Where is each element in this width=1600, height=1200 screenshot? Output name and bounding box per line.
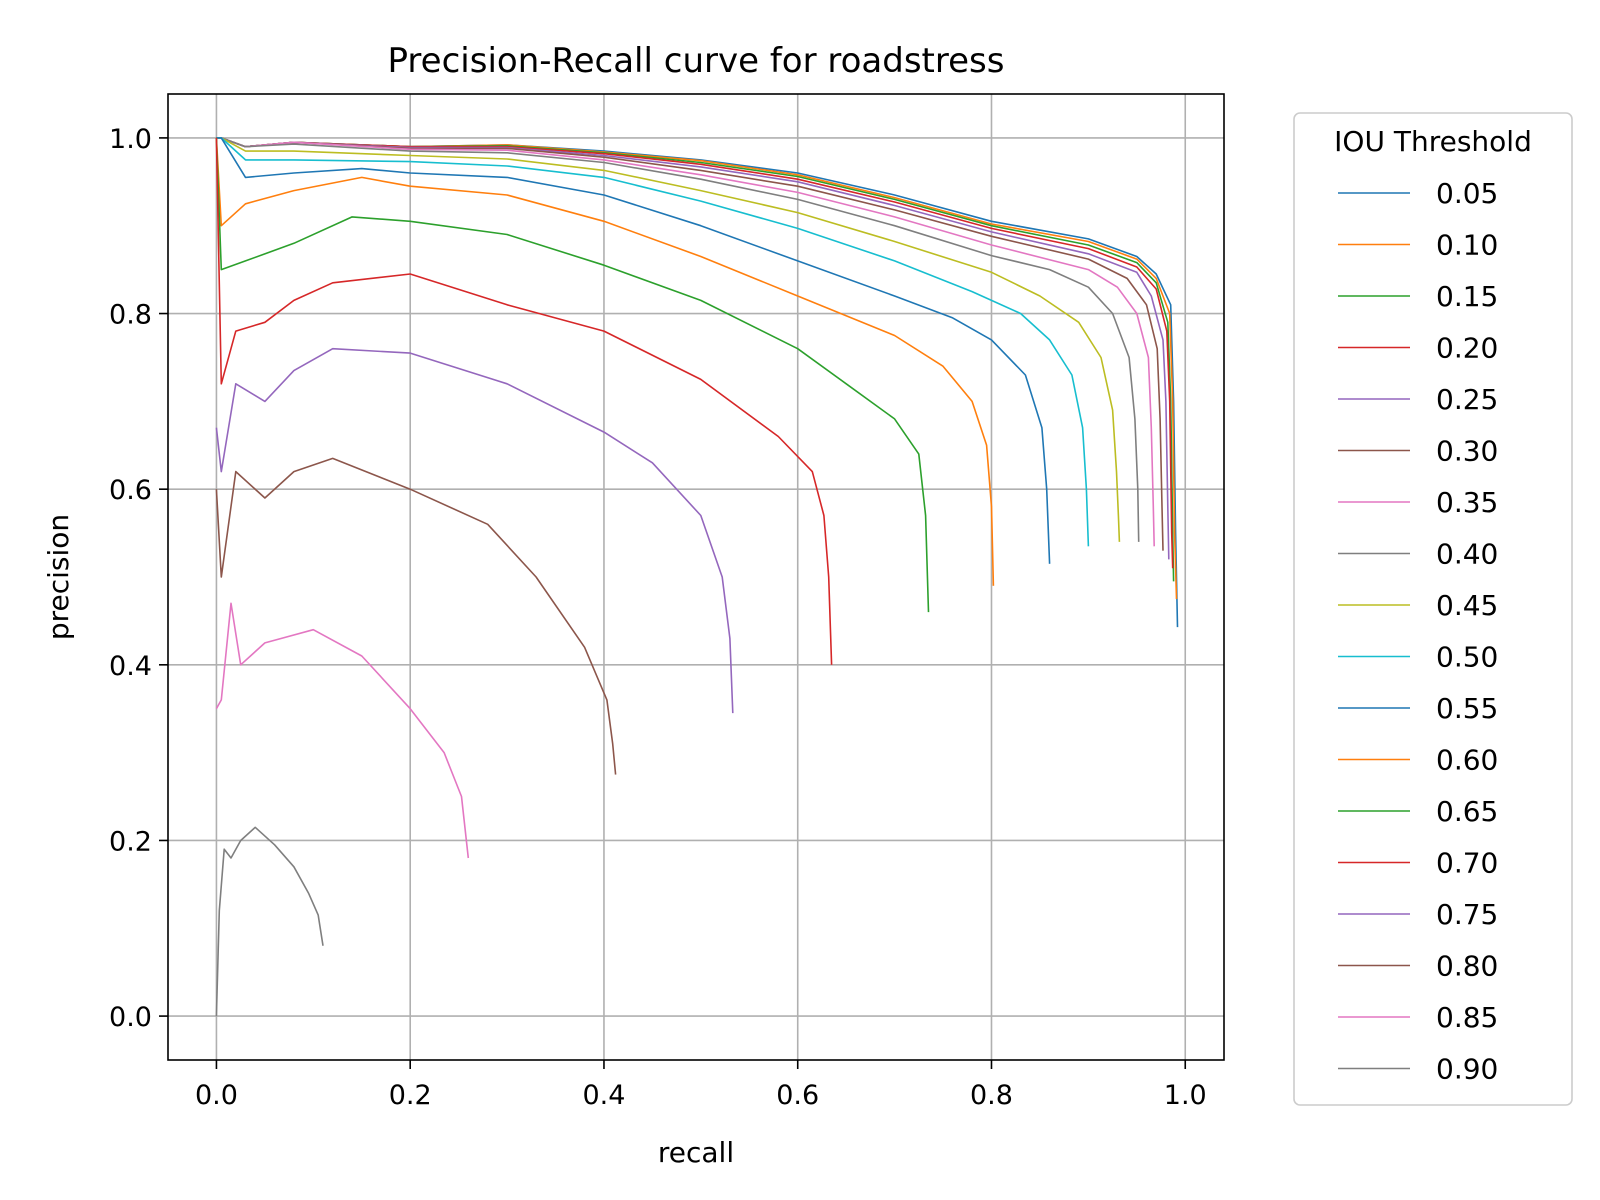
- pr-curve-0.65: [215, 137, 930, 613]
- pr-curve-0.05: [216, 137, 1179, 628]
- legend-label-0.50: 0.50: [1436, 641, 1498, 674]
- x-tick-label: 0.6: [776, 1080, 819, 1111]
- legend-label-0.05: 0.05: [1436, 177, 1498, 210]
- pr-curve-0.90: [215, 826, 324, 1017]
- grid-lines: [168, 94, 1224, 1060]
- y-tick-label: 0.6: [109, 475, 152, 506]
- x-tick-label: 0.8: [970, 1080, 1013, 1111]
- legend-label-0.70: 0.70: [1436, 847, 1498, 880]
- x-tick-label: 0.4: [582, 1080, 625, 1111]
- y-tick-label: 0.0: [109, 1002, 152, 1033]
- pr-curve-0.10: [216, 137, 1178, 600]
- y-tick-label: 0.8: [109, 300, 152, 331]
- x-axis-ticks: 0.0 0.2 0.4 0.6 0.8 1.0: [195, 1060, 1207, 1111]
- x-axis-label: recall: [658, 1136, 734, 1169]
- pr-curves: [215, 137, 1179, 1017]
- legend-label-0.15: 0.15: [1436, 280, 1498, 313]
- legend-label-0.80: 0.80: [1436, 950, 1498, 983]
- legend-label-0.40: 0.40: [1436, 538, 1498, 571]
- pr-curve-0.45: [216, 137, 1121, 542]
- pr-curve-0.80: [215, 457, 617, 775]
- legend-label-0.90: 0.90: [1436, 1053, 1498, 1086]
- y-axis-ticks: 0.0 0.2 0.4 0.6 0.8 1.0: [109, 124, 168, 1033]
- pr-curve-0.20: [216, 137, 1174, 569]
- legend-label-0.75: 0.75: [1436, 898, 1498, 931]
- legend-label-0.35: 0.35: [1436, 486, 1498, 519]
- pr-curve-0.75: [215, 347, 734, 714]
- pr-curve-0.40: [216, 137, 1140, 542]
- legend-label-0.65: 0.65: [1436, 795, 1498, 828]
- legend-label-0.25: 0.25: [1436, 383, 1498, 416]
- legend-label-0.55: 0.55: [1436, 692, 1498, 725]
- y-axis-label: precision: [42, 514, 75, 640]
- legend-label-0.20: 0.20: [1436, 332, 1498, 365]
- pr-curve-0.25: [216, 137, 1170, 560]
- x-tick-label: 0.2: [389, 1080, 432, 1111]
- pr-curve-0.55: [216, 137, 1051, 564]
- pr-curve-0.60: [215, 137, 995, 586]
- legend-label-0.30: 0.30: [1436, 435, 1498, 468]
- legend-entries: 0.05 0.10 0.15 0.20 0.25 0.30 0.35 0.40 0.45 0.50…: [1338, 177, 1498, 1086]
- y-tick-label: 0.4: [109, 651, 152, 682]
- x-tick-label: 1.0: [1164, 1080, 1207, 1111]
- chart-title: Precision-Recall curve for roadstress: [388, 41, 1005, 81]
- x-tick-label: 0.0: [195, 1080, 238, 1111]
- y-tick-label: 1.0: [109, 124, 152, 155]
- legend-label-0.85: 0.85: [1436, 1001, 1498, 1034]
- legend-label-0.45: 0.45: [1436, 589, 1498, 622]
- pr-curve-0.15: [216, 137, 1175, 582]
- legend-box: [1293, 112, 1573, 1106]
- legend-title: IOU Threshold: [1334, 125, 1532, 158]
- pr-curve-0.35: [216, 137, 1155, 547]
- y-tick-label: 0.2: [109, 826, 152, 857]
- legend-label-0.10: 0.10: [1436, 229, 1498, 262]
- axes-frame: [167, 93, 1225, 1061]
- legend-label-0.60: 0.60: [1436, 744, 1498, 777]
- pr-curve-0.50: [216, 137, 1090, 547]
- legend: IOU Threshold 0.050.100.150.200.250.300.…: [1293, 112, 1573, 1106]
- pr-curve-0.70: [215, 137, 833, 665]
- pr-curve-0.85: [215, 602, 470, 859]
